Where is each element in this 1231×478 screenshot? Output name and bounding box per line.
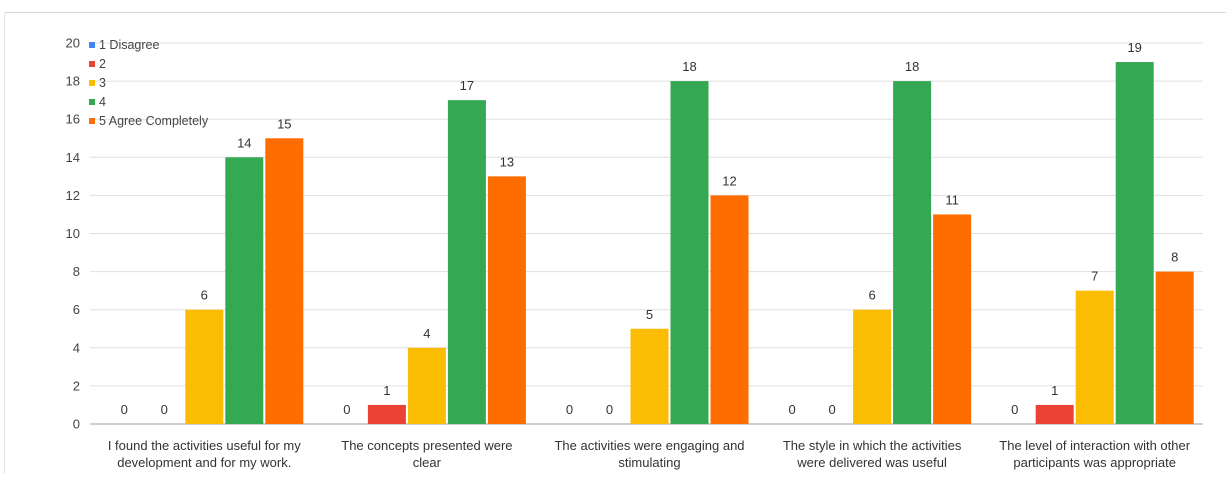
legend-label: 2 — [99, 57, 106, 71]
bar — [853, 309, 892, 424]
legend-swatch — [89, 99, 95, 105]
data-label: 0 — [788, 402, 795, 417]
data-label: 18 — [905, 59, 919, 74]
category-label-line: The activities were engaging and — [554, 438, 744, 453]
category-label-line: I found the activities useful for my — [108, 438, 301, 453]
bar — [893, 81, 932, 424]
category-labels: I found the activities useful for my deve… — [108, 438, 1191, 470]
category-label-line: The level of interaction with other — [999, 438, 1190, 453]
data-label: 13 — [500, 154, 514, 169]
y-tick-label: 2 — [73, 378, 80, 393]
data-label: 1 — [383, 383, 390, 398]
data-label: 11 — [945, 192, 959, 207]
data-label: 6 — [201, 288, 208, 303]
legend-label: 5 Agree Completely — [99, 114, 209, 128]
data-label: 19 — [1127, 40, 1141, 55]
category-label: The concepts presented were clear — [341, 438, 512, 470]
data-label: 0 — [606, 402, 613, 417]
category-label: The level of interaction with other parti… — [999, 438, 1190, 470]
legend-swatch — [89, 118, 95, 124]
bar — [367, 404, 406, 424]
bar — [1035, 404, 1074, 424]
data-label: 17 — [460, 78, 474, 93]
category-label: The activities were engaging and stimulat… — [554, 438, 744, 470]
y-tick-label: 12 — [66, 188, 80, 203]
category-label-line: The concepts presented were — [341, 438, 512, 453]
y-tick-label: 8 — [73, 264, 80, 279]
bars — [185, 62, 1194, 425]
legend-label: 3 — [99, 76, 106, 90]
legend-label: 4 — [99, 95, 106, 109]
data-label: 0 — [161, 402, 168, 417]
y-tick-label: 14 — [66, 150, 80, 165]
bar — [933, 214, 972, 424]
bar — [185, 309, 224, 424]
data-label: 0 — [1011, 402, 1018, 417]
bar — [710, 195, 749, 424]
y-tick-label: 16 — [66, 112, 80, 127]
bar — [487, 176, 526, 424]
data-label: 14 — [237, 135, 251, 150]
data-label: 4 — [423, 326, 430, 341]
y-tick-label: 6 — [73, 302, 80, 317]
data-label: 6 — [868, 288, 875, 303]
category-label-line: participants was appropriate — [1013, 455, 1176, 470]
category-label-line: development and for my work. — [117, 455, 291, 470]
y-tick-label: 4 — [73, 340, 80, 355]
category-label: I found the activities useful for my deve… — [108, 438, 301, 470]
y-tick-label: 0 — [73, 417, 80, 432]
data-label: 8 — [1171, 250, 1178, 265]
category-label: The style in which the activities were de… — [783, 438, 962, 470]
y-tick-label: 20 — [66, 36, 80, 51]
category-label-line: stimulating — [618, 455, 680, 470]
data-label: 0 — [343, 402, 350, 417]
bar — [670, 81, 709, 424]
legend-swatch — [89, 42, 95, 48]
y-tick-label: 10 — [66, 226, 80, 241]
data-label: 15 — [277, 116, 291, 131]
data-label: 12 — [722, 173, 736, 188]
data-label: 0 — [828, 402, 835, 417]
category-label-line: The style in which the activities — [783, 438, 962, 453]
bar — [1075, 290, 1114, 424]
category-label-line: clear — [413, 455, 442, 470]
category-label-line: were delivered was useful — [796, 455, 947, 470]
y-axis-tick-labels: 0 2 4 6 8 10 12 14 16 18 20 — [66, 36, 80, 432]
legend-swatch — [89, 80, 95, 86]
data-label: 5 — [646, 307, 653, 322]
chart-frame: 0 2 4 6 8 10 12 14 16 18 20 0 0 6 14 15 0 1 4 17 13 0 0 5 18 12 0… — [4, 12, 1226, 474]
data-label: 18 — [682, 59, 696, 74]
legend: 1 Disagree 2 3 4 5 Agree Completely — [89, 38, 209, 128]
bar — [265, 138, 304, 424]
legend-label: 1 Disagree — [99, 38, 159, 52]
y-tick-label: 18 — [66, 74, 80, 89]
bar — [225, 157, 264, 425]
bar — [1115, 62, 1154, 425]
data-label: 7 — [1091, 269, 1098, 284]
data-label: 1 — [1051, 383, 1058, 398]
bar — [1155, 271, 1194, 424]
bar — [407, 347, 446, 424]
legend-swatch — [89, 61, 95, 67]
data-label: 0 — [121, 402, 128, 417]
bar — [447, 100, 486, 425]
bar — [630, 328, 669, 424]
data-label: 0 — [566, 402, 573, 417]
